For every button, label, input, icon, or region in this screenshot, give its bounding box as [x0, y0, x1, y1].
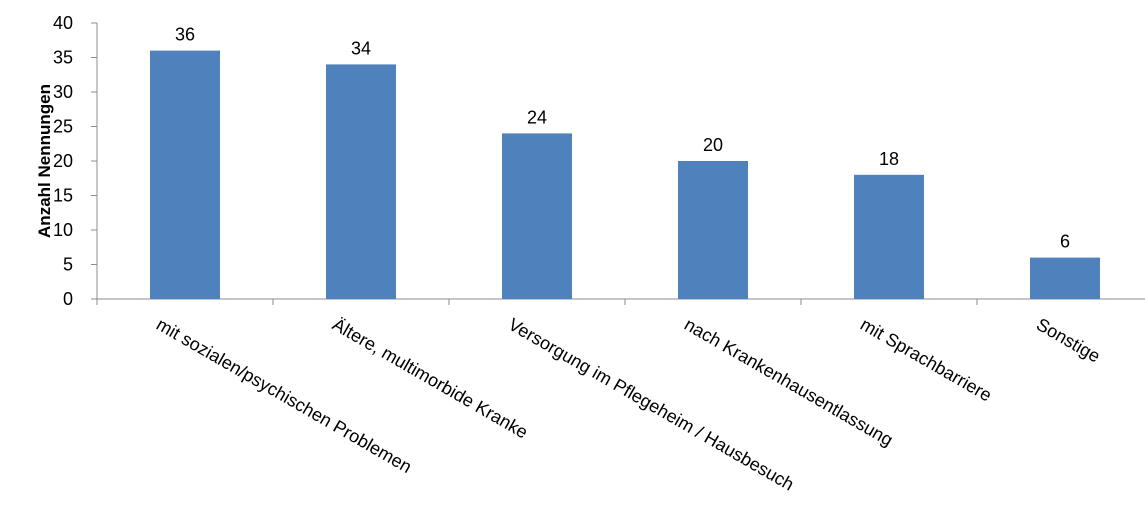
- data-label: 18: [879, 149, 899, 169]
- y-tick-label: 5: [63, 255, 73, 275]
- y-tick-label: 20: [53, 151, 73, 171]
- y-tick-label: 35: [53, 48, 73, 68]
- bar: [326, 64, 396, 300]
- bar: [502, 133, 572, 299]
- y-axis-title: Anzahl Nennungen: [35, 84, 54, 238]
- category-label: Versorgung im Pflegeheim / Hausbesuch: [505, 314, 797, 494]
- data-label: 36: [175, 25, 195, 45]
- category-labels: mit sozialen/psychischen ProblemenÄltere…: [153, 314, 1104, 494]
- bar: [854, 174, 924, 299]
- category-label: Ältere, multimorbide Kranke: [329, 314, 531, 442]
- category-label: Sonstige: [1033, 314, 1104, 366]
- data-label: 24: [527, 107, 547, 127]
- bars: [150, 50, 1100, 300]
- bar: [150, 50, 220, 299]
- data-label: 34: [351, 38, 371, 58]
- data-labels: 36 34 24 20 18 6: [175, 25, 1070, 252]
- y-tick-label: 15: [53, 186, 73, 206]
- y-tick-label: 10: [53, 220, 73, 240]
- data-label: 20: [703, 135, 723, 155]
- y-tick-label: 25: [53, 117, 73, 137]
- y-tick-label: 40: [53, 13, 73, 33]
- y-tick-label: 30: [53, 82, 73, 102]
- bar: [678, 161, 748, 299]
- axes: [96, 23, 1145, 305]
- bar: [1030, 257, 1100, 299]
- y-ticks: 0 5 10 15 20 25 30 35 40: [53, 13, 97, 309]
- category-label: mit Sprachbarriere: [857, 314, 995, 405]
- y-tick-label: 0: [63, 289, 73, 309]
- data-label: 6: [1060, 232, 1070, 252]
